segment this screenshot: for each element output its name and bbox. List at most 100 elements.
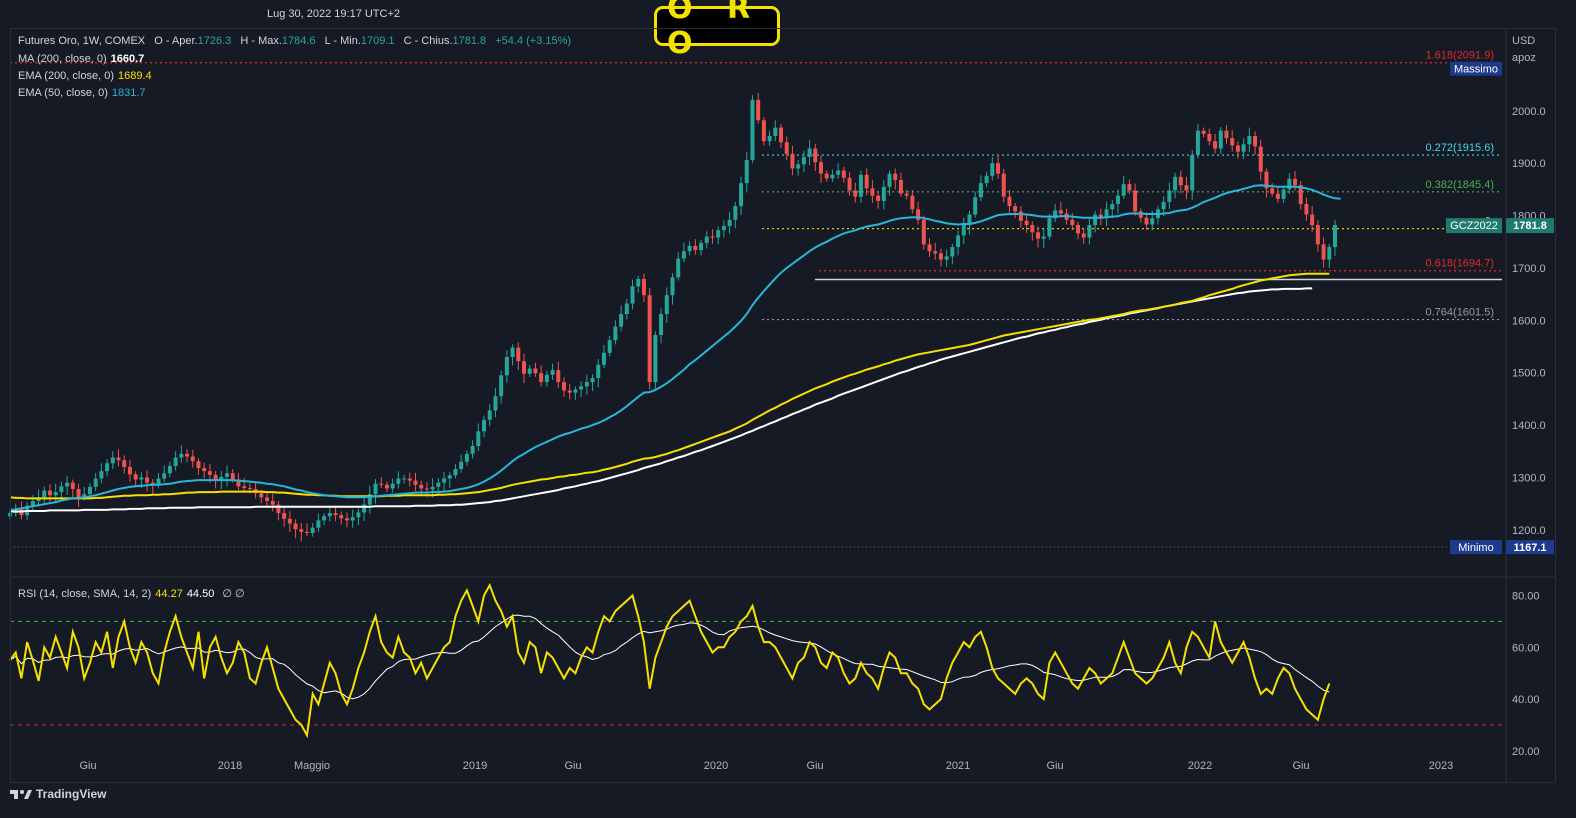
candle-body [1315, 225, 1320, 245]
candle-body [185, 453, 190, 457]
candle-body [1281, 189, 1286, 199]
rsi-tick-label: 20.00 [1512, 746, 1540, 758]
candle-body [419, 484, 424, 489]
candle-body [373, 483, 378, 495]
candle-body [579, 386, 584, 390]
tradingview-logo[interactable]: TradingView [10, 787, 106, 801]
candle-body [853, 190, 858, 197]
legend-ema50[interactable]: EMA (50, close, 0) 1831.7 [18, 87, 146, 99]
candle-body [670, 277, 675, 296]
top-bar: Lug 30, 2022 19:17 UTC+2 [0, 0, 1576, 28]
candle-body [687, 245, 692, 252]
candle-body [624, 303, 629, 315]
legend-ma200-value: 1660.7 [110, 53, 145, 65]
candle-body [733, 206, 738, 220]
candle-body [961, 225, 966, 236]
candle-body [727, 219, 732, 227]
rsi-tick-label: 40.00 [1512, 694, 1540, 706]
candle-body [219, 476, 224, 481]
candle-body [864, 174, 869, 189]
candle-body [407, 478, 412, 481]
legend-ema200-label: EMA (200, close, 0) [18, 70, 114, 82]
legend-ema200-value: 1689.4 [118, 70, 152, 82]
candle-body [1241, 144, 1246, 152]
fib-label: 0.764(1601.5) [1426, 307, 1495, 319]
candle-body [710, 236, 715, 238]
symbol-tag: GCZ2022 [1450, 220, 1498, 232]
legend-ma200-label: MA (200, close, 0) [18, 53, 107, 65]
candle-body [1253, 135, 1258, 147]
candles [8, 93, 1337, 542]
candle-body [1070, 219, 1075, 226]
candle-body [230, 473, 235, 480]
legend-ma200[interactable]: MA (200, close, 0) 1660.7 [18, 53, 144, 65]
last-price-bg [1506, 218, 1554, 234]
candle-body [322, 516, 327, 521]
candle-body [916, 209, 921, 220]
candle-body [99, 471, 104, 479]
candle-body [1047, 218, 1052, 237]
candle-body [1127, 184, 1132, 191]
ema50-line [9, 184, 1341, 511]
candle-body [424, 488, 429, 490]
candle-body [1013, 206, 1018, 212]
candle-body [1093, 214, 1098, 226]
legend-rsi[interactable]: RSI (14, close, SMA, 14, 2) 44.27 44.50 ∅ ∅ [18, 587, 245, 600]
candle-body [1184, 185, 1189, 191]
candle-body [1098, 214, 1103, 218]
candle-body [693, 245, 698, 251]
candle-body [533, 368, 538, 374]
candle-body [476, 431, 481, 447]
candle-body [247, 487, 252, 489]
legend-ema200[interactable]: EMA (200, close, 0) 1689.4 [18, 70, 152, 82]
candle-body [836, 170, 841, 175]
price-tick-label: 1300.0 [1512, 472, 1546, 484]
legend-symbol: Futures Oro, 1W, COMEX [18, 35, 146, 47]
candle-body [830, 174, 835, 179]
candle-body [1058, 210, 1063, 214]
candle-body [1144, 217, 1149, 225]
axis-extra-label: apoz [1512, 52, 1536, 64]
candle-body [270, 501, 275, 505]
candle-body [1333, 225, 1337, 248]
candle-body [65, 482, 70, 487]
candle-body [93, 478, 98, 487]
candle-body [596, 364, 601, 378]
candle-body [847, 177, 852, 191]
candle-body [1075, 225, 1080, 234]
candle-body [447, 475, 452, 479]
candle-body [442, 478, 447, 483]
candle-body [664, 295, 669, 315]
candle-body [927, 244, 932, 252]
candle-body [898, 179, 903, 194]
price-tick-label: 1500.0 [1512, 368, 1546, 380]
candle-body [739, 183, 744, 207]
candle-body [870, 188, 875, 196]
legend-open-label: O - Aper. [154, 35, 198, 47]
minimo-tag: Minimo [1458, 542, 1493, 554]
legend-ema50-label: EMA (50, close, 0) [18, 87, 108, 99]
price-tick-label: 1200.0 [1512, 525, 1546, 537]
candle-body [1213, 141, 1218, 149]
candle-body [756, 99, 761, 121]
candle-body [522, 361, 527, 374]
time-tick-label: 2022 [1188, 760, 1212, 772]
candle-body [162, 473, 167, 479]
candle-body [30, 501, 35, 506]
fib-label: 1.618(2091.9) [1426, 50, 1495, 62]
candle-body [259, 493, 264, 498]
candle-body [402, 478, 407, 480]
candle-body [1024, 220, 1029, 226]
candle-body [921, 219, 926, 245]
last-price: 1781.8 [1513, 220, 1547, 232]
candle-body [504, 356, 509, 376]
time-tick-label: Giu [1292, 760, 1309, 772]
candle-body [556, 370, 561, 383]
candle-body [105, 463, 110, 472]
candle-body [1327, 247, 1332, 260]
candle-body [876, 195, 881, 201]
candle-body [487, 410, 492, 420]
candle-body [236, 479, 241, 487]
axes: 2000.01900.01800.01700.01600.01500.01400… [79, 35, 1554, 772]
